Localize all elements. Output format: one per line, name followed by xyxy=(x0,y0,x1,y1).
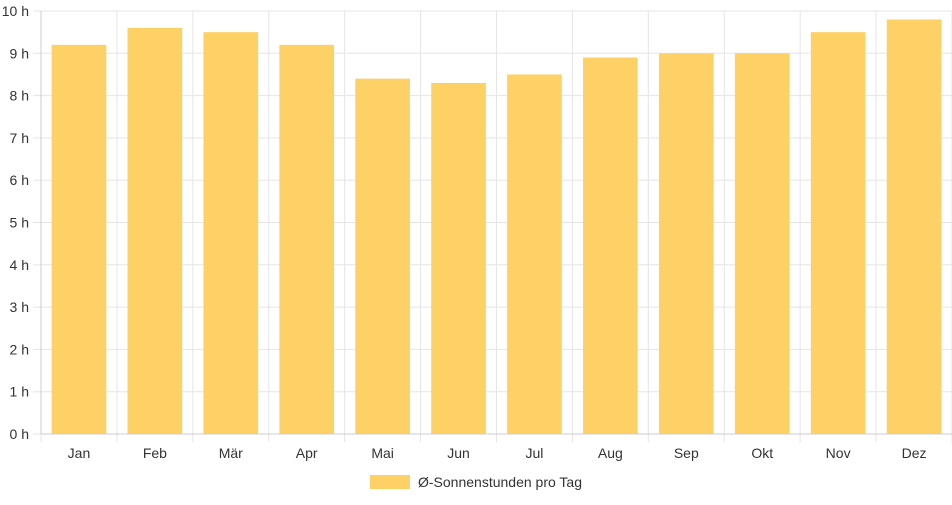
x-tick-label: Dez xyxy=(902,445,927,461)
y-tick-label: 9 h xyxy=(10,45,29,61)
x-tick-label: Okt xyxy=(751,445,773,461)
y-tick-label: 1 h xyxy=(10,384,29,400)
bar xyxy=(51,44,107,435)
bar xyxy=(810,32,866,435)
y-tick-label: 10 h xyxy=(2,3,29,19)
x-tick-label: Mai xyxy=(371,445,394,461)
y-tick-label: 5 h xyxy=(10,215,29,231)
x-tick-label: Mär xyxy=(219,445,243,461)
bar xyxy=(583,57,638,434)
bar xyxy=(127,27,183,434)
bar xyxy=(886,19,942,435)
bar xyxy=(355,78,410,435)
x-tick-label: Jan xyxy=(68,445,91,461)
x-tick-label: Nov xyxy=(826,445,851,461)
bar xyxy=(279,44,335,435)
x-tick-label: Sep xyxy=(674,445,699,461)
y-tick-label: 2 h xyxy=(10,341,29,357)
x-tick-label: Aug xyxy=(598,445,623,461)
x-tick-label: Jun xyxy=(447,445,470,461)
x-tick-label: Jul xyxy=(526,445,544,461)
x-tick-label: Feb xyxy=(143,445,167,461)
bar xyxy=(658,53,714,435)
y-tick-label: 6 h xyxy=(10,172,29,188)
y-tick-label: 7 h xyxy=(10,130,29,146)
legend-swatch xyxy=(370,475,410,489)
bar xyxy=(734,53,790,435)
bar xyxy=(507,74,562,434)
y-tick-label: 3 h xyxy=(10,299,29,315)
x-tick-label: Apr xyxy=(296,445,318,461)
y-tick-label: 0 h xyxy=(10,426,29,442)
y-tick-label: 8 h xyxy=(10,88,29,104)
legend[interactable]: Ø-Sonnenstunden pro Tag xyxy=(370,472,582,492)
bar xyxy=(203,32,259,435)
legend-label: Ø-Sonnenstunden pro Tag xyxy=(418,474,582,490)
y-tick-label: 4 h xyxy=(10,257,29,273)
bar xyxy=(431,82,486,434)
